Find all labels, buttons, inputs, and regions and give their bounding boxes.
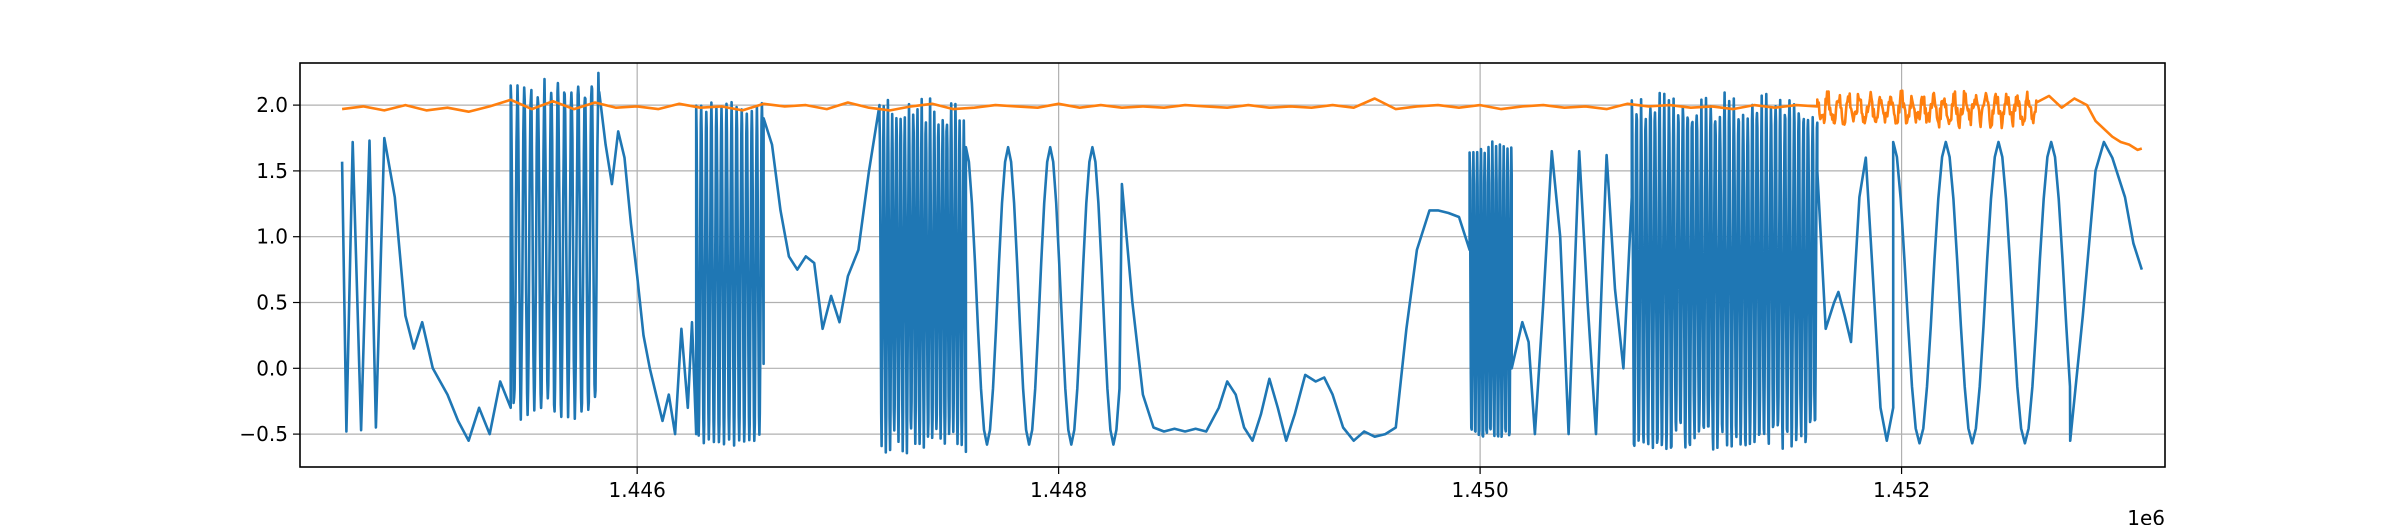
ticks: 1.446 1.448 1.450 1.452 −0.5 0.0 0.5 1.0 1.5 2.0 [239, 93, 1930, 502]
y-tick-label: 0.0 [256, 356, 288, 380]
series-line-1 [340, 71, 2144, 455]
x-tick-label: 1.446 [609, 478, 666, 502]
y-tick-label: 1.5 [256, 159, 288, 183]
y-tick-label: 1.0 [256, 225, 288, 249]
axes-frame [299, 62, 2166, 468]
y-tick-label: −0.5 [239, 422, 288, 446]
x-offset-label: 1e6 [2127, 506, 2165, 525]
y-tick-label: 2.0 [256, 93, 288, 117]
x-tick-label: 1.448 [1030, 478, 1087, 502]
x-tick-label: 1.450 [1451, 478, 1508, 502]
y-tick-label: 0.5 [256, 291, 288, 315]
x-tick-label: 1.452 [1873, 478, 1930, 502]
series-lines [340, 71, 2144, 455]
series-line-2 [341, 89, 2143, 152]
